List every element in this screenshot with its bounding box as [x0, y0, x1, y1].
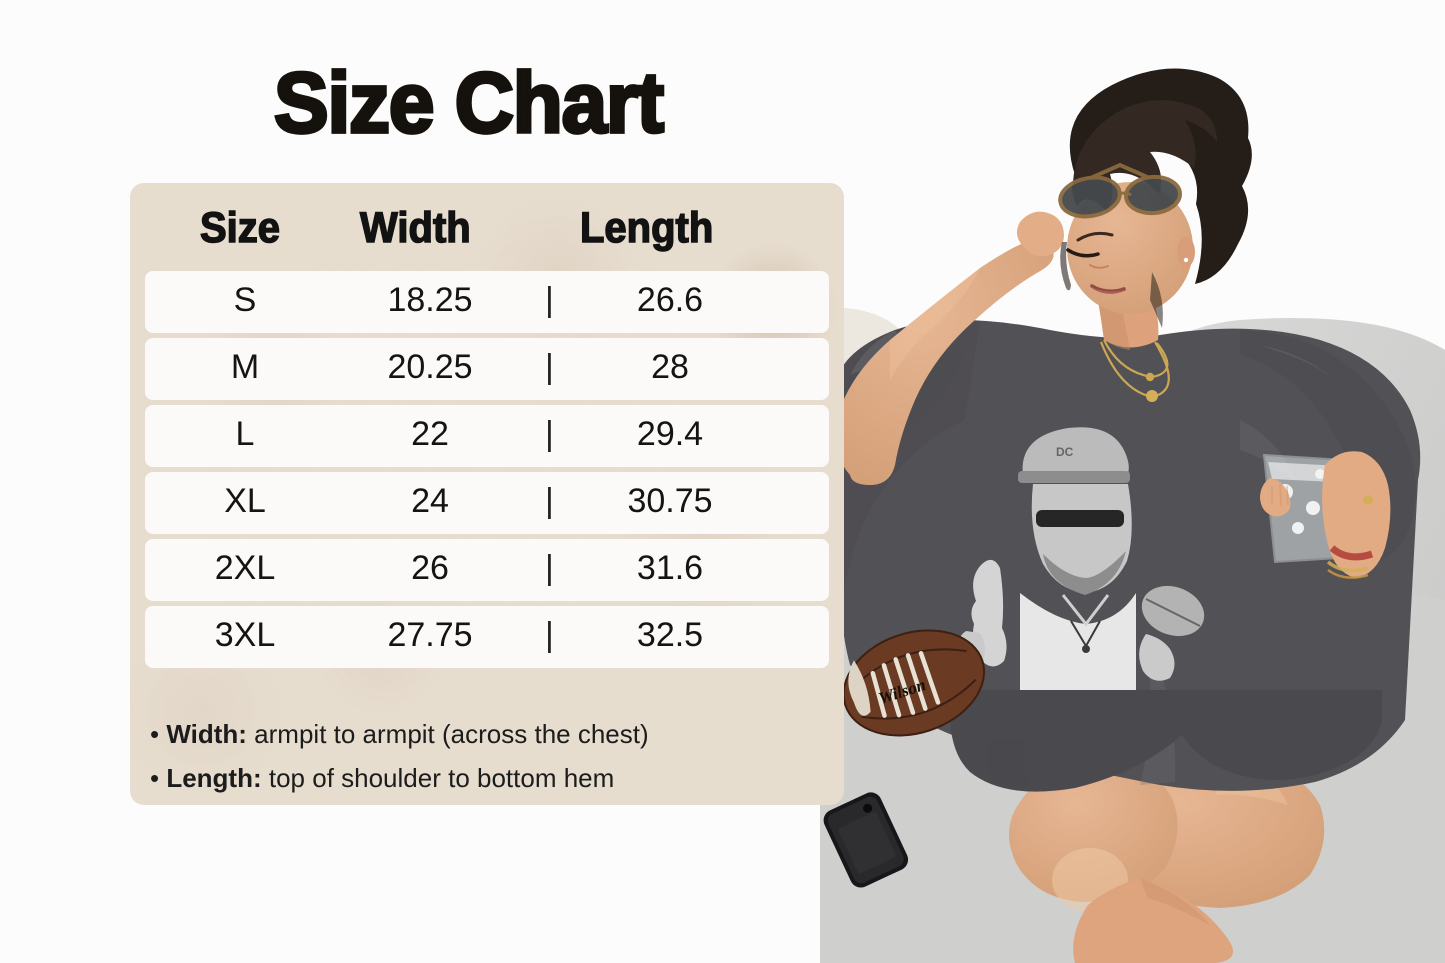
svg-text:DC: DC	[1056, 445, 1074, 459]
